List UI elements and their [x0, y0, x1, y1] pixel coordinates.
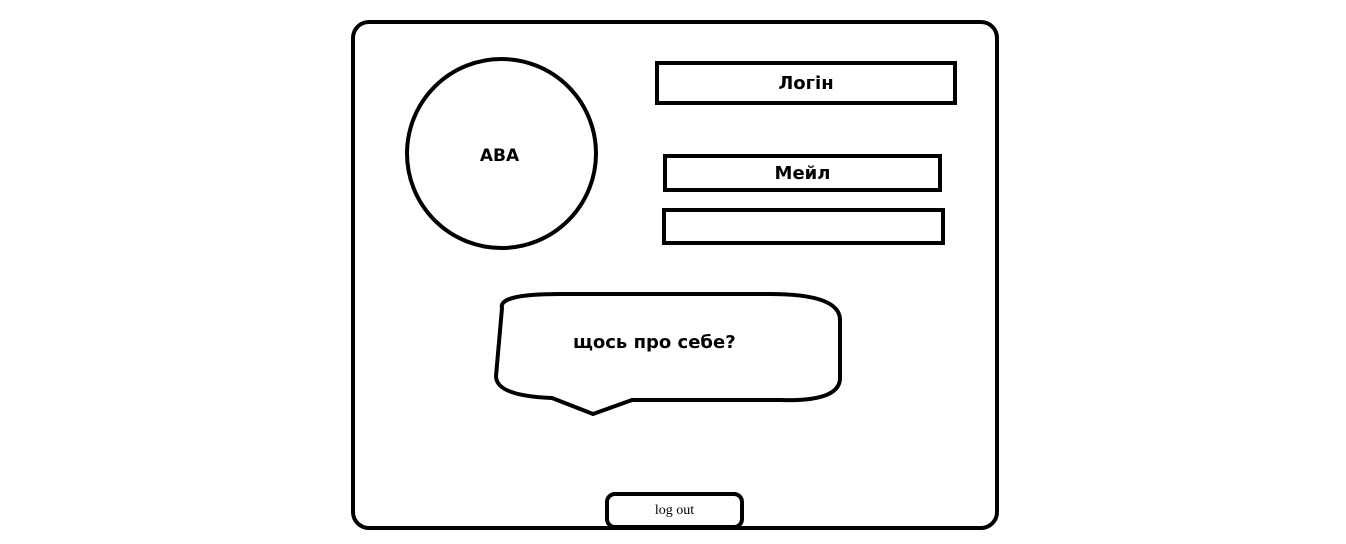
email-label: Мейл: [774, 162, 831, 184]
login-field[interactable]: Логін: [655, 61, 957, 105]
about-prompt: щось про себе?: [573, 332, 736, 353]
about-speech-bubble[interactable]: [490, 290, 846, 422]
avatar[interactable]: АВА: [405, 57, 598, 250]
extra-input-field[interactable]: [662, 208, 945, 245]
email-field[interactable]: Мейл: [663, 154, 942, 192]
logout-button[interactable]: log out: [605, 492, 744, 529]
avatar-label: АВА: [479, 145, 520, 166]
login-label: Логін: [778, 72, 834, 94]
